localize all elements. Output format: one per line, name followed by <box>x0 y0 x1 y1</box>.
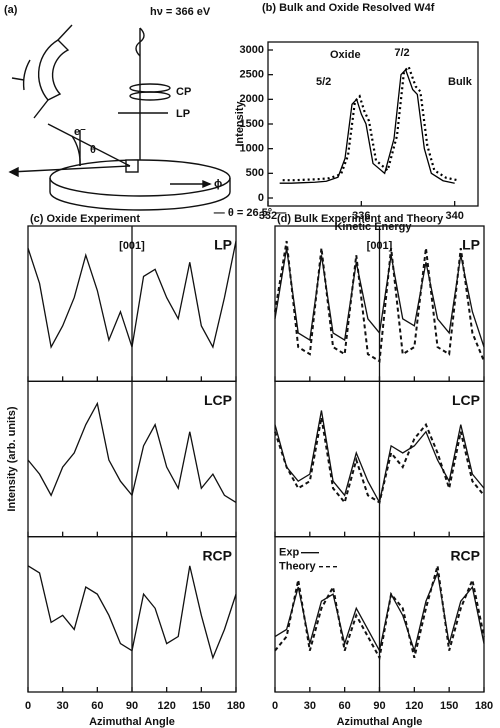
spectrum-line <box>279 68 455 184</box>
panel-label: RCP <box>202 547 232 563</box>
x-tick-label: 340 <box>445 210 463 222</box>
electron-label: e⁻ <box>74 126 86 138</box>
chart-title: (c) Oxide Experiment <box>30 213 140 225</box>
curve <box>274 565 485 661</box>
curve <box>27 401 237 503</box>
curve <box>274 248 485 348</box>
x-tick-label: 90 <box>126 700 138 712</box>
marker-label: [001] <box>367 240 393 252</box>
y-axis-label: Intensity (arb. units) <box>6 406 18 511</box>
annotation: Bulk <box>448 76 473 88</box>
legend-label: Exp <box>279 547 299 559</box>
x-tick-label: 120 <box>157 700 175 712</box>
y-axis-label: Intensity <box>234 101 246 147</box>
panel-a-diagram <box>8 24 231 211</box>
x-tick-label: 90 <box>373 700 385 712</box>
annotation: Oxide <box>330 49 361 61</box>
spectrum-data <box>282 64 458 182</box>
cp-label: CP <box>176 86 191 98</box>
curve <box>274 417 485 505</box>
theta-label: θ <box>90 144 96 156</box>
curve <box>27 240 237 349</box>
y-tick-label: 0 <box>258 192 264 204</box>
phi-label: ϕ <box>214 178 222 190</box>
x-tick-label: 0 <box>272 700 278 712</box>
x-tick-label: 332 <box>259 210 277 222</box>
x-tick-label: 150 <box>440 700 458 712</box>
annotation: 7/2 <box>394 47 409 59</box>
x-tick-label: 180 <box>227 700 245 712</box>
panel-label: LP <box>214 237 232 253</box>
x-axis-label: Kinetic Energy <box>334 221 412 233</box>
photon-energy: hν = 366 eV <box>150 6 211 18</box>
panel-label: (a) <box>4 4 18 16</box>
marker-label: [001] <box>119 240 145 252</box>
y-tick-label: 500 <box>246 167 264 179</box>
panel-label: LCP <box>204 392 232 408</box>
panel-label: LP <box>462 237 480 253</box>
chart-title: (b) Bulk and Oxide Resolved W4f <box>262 2 435 14</box>
curve <box>27 565 237 660</box>
x-tick-label: 120 <box>405 700 423 712</box>
x-tick-label: 180 <box>475 700 493 712</box>
chart-title: (d) Bulk Experiment and Theory <box>277 213 444 225</box>
legend-label: Theory <box>279 561 317 573</box>
x-tick-label: 30 <box>304 700 316 712</box>
y-tick-label: 3000 <box>240 44 264 56</box>
panel-label: LCP <box>452 392 480 408</box>
x-tick-label: 60 <box>339 700 351 712</box>
x-tick-label: 30 <box>57 700 69 712</box>
y-tick-label: 2000 <box>240 93 264 105</box>
annotation: 5/2 <box>316 76 331 88</box>
x-tick-label: 150 <box>192 700 210 712</box>
y-tick-label: 2500 <box>240 69 264 81</box>
curve <box>274 240 485 363</box>
y-tick-label: 1000 <box>240 143 264 155</box>
panel-label: RCP <box>450 547 480 563</box>
angle-caption: — θ = 26.5° — <box>214 207 286 219</box>
x-tick-label: 60 <box>91 700 103 712</box>
y-tick-label: 1500 <box>240 118 264 130</box>
x-axis-label: Azimuthal Angle <box>337 716 423 728</box>
x-axis-label: Azimuthal Angle <box>89 716 175 728</box>
lp-label: LP <box>176 108 190 120</box>
x-tick-label: 0 <box>25 700 31 712</box>
x-tick-label: 336 <box>352 210 370 222</box>
